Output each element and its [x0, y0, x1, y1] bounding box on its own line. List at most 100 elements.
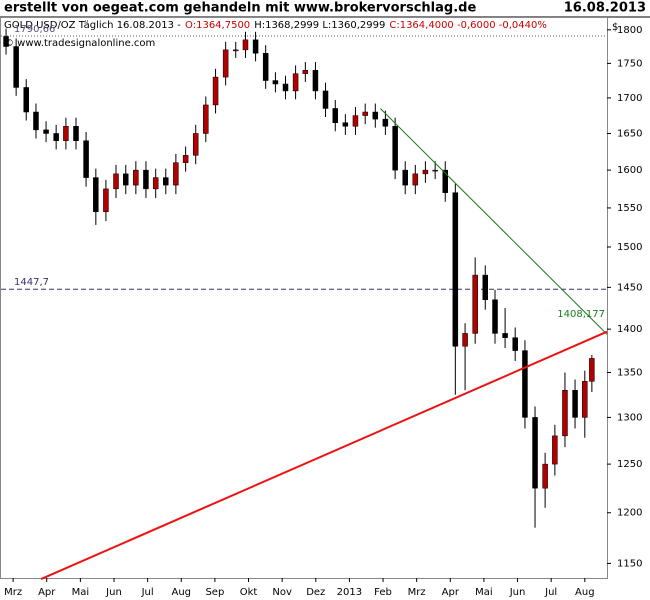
x-tick-label: Jun: [509, 587, 526, 598]
candle-body: [103, 188, 109, 213]
info-part: H:1368,2999 L:1360,2999: [254, 20, 385, 31]
x-tick-label: Mrz: [4, 587, 22, 598]
candle-body: [163, 177, 169, 186]
x-tick-label: Jul: [544, 587, 557, 598]
reference-label: 1790,66: [14, 24, 55, 35]
x-tick-label: Sep: [205, 587, 224, 598]
candle-body: [582, 381, 588, 418]
y-tick-label: 1650: [617, 128, 642, 139]
candle-body: [182, 155, 189, 163]
candle-body: [322, 90, 329, 109]
y-tick-label: 1300: [617, 412, 642, 423]
candle-body: [262, 52, 269, 81]
candle-body: [252, 39, 259, 54]
x-tick-label: Okt: [240, 587, 258, 598]
candle-body: [63, 126, 69, 141]
candle-body: [372, 111, 379, 120]
x-tick-label: Aug: [575, 587, 595, 598]
candle-body: [362, 111, 368, 116]
candle-body: [23, 87, 29, 113]
candle-body: [452, 192, 459, 347]
candle-body: [562, 389, 568, 437]
candle-body: [352, 115, 359, 127]
x-tick-label: Mrz: [408, 587, 426, 598]
candle-body: [212, 76, 219, 106]
candle-body: [192, 133, 199, 156]
candle-body: [222, 49, 229, 78]
y-tick-label: 1350: [617, 367, 642, 378]
candle-body: [133, 169, 139, 186]
candle-body: [412, 173, 419, 186]
x-tick-label: Apr: [38, 587, 56, 598]
x-tick-label: Mai: [475, 587, 493, 598]
candle-body: [173, 162, 179, 186]
candle-body: [472, 274, 478, 334]
y-tick-label: 1500: [617, 242, 642, 253]
candle-body: [522, 350, 528, 418]
candle-body: [53, 133, 59, 141]
x-tick-label: Dez: [306, 587, 325, 598]
candle-body: [282, 83, 289, 92]
candle-body: [552, 435, 558, 465]
x-tick-label: Aug: [171, 587, 191, 598]
candle-body: [332, 108, 339, 123]
candle-body: [113, 173, 119, 190]
candle-body: [13, 46, 19, 88]
candle-body: [402, 169, 408, 186]
source: © www.tradesignalonline.com: [4, 38, 155, 49]
candle-body: [512, 337, 518, 351]
plot-frame: [0, 17, 608, 579]
candle-body: [123, 173, 129, 186]
chart-title: erstellt von oegeat.com gehandeln mit ww…: [4, 1, 476, 16]
x-tick-label: Nov: [272, 587, 292, 598]
candle-body: [43, 129, 49, 134]
y-tick-label: 1800: [617, 25, 642, 36]
y-tick-label: 1750: [617, 58, 642, 69]
info-line: GOLD USD/OZ Täglich 16.08.2013 - O:1364,7…: [4, 20, 547, 31]
x-tick-label: Jun: [105, 587, 122, 598]
candle-body: [3, 36, 9, 47]
x-tick-label: 2013: [337, 587, 362, 598]
candle-body: [382, 118, 389, 127]
candle-body: [242, 39, 249, 51]
candle-body: [492, 299, 498, 334]
y-tick-label: 1150: [617, 558, 642, 569]
info-part: O:1364,7500: [185, 20, 250, 31]
candle-body: [83, 140, 89, 178]
candle-body: [432, 169, 438, 172]
candle-body: [532, 417, 538, 489]
candle-body: [542, 463, 548, 489]
y-tick-label: 1700: [617, 93, 642, 104]
candle-body: [232, 49, 239, 52]
x-tick-label: Apr: [442, 587, 460, 598]
x-tick-label: Mai: [72, 587, 90, 598]
trend-line: [379, 108, 608, 335]
candle-body: [73, 126, 79, 141]
info-part: GOLD USD/OZ Täglich 16.08.2013 -: [4, 20, 181, 31]
candle-body: [272, 80, 279, 85]
candle-body: [93, 177, 99, 213]
candle-body: [152, 177, 159, 190]
y-tick-label: 1450: [617, 282, 642, 293]
reference-label: 1447,7: [14, 277, 49, 288]
candle-body: [442, 169, 448, 193]
y-tick-label: 1400: [617, 324, 642, 335]
candle-body: [482, 274, 489, 300]
y-tick-label: 1250: [617, 459, 642, 470]
candle-body: [33, 111, 39, 131]
y-tick-label: 1550: [617, 203, 642, 214]
chart-date: 16.08.2013: [564, 1, 646, 16]
candle-body: [302, 69, 309, 74]
y-tick-label: 1200: [617, 508, 642, 519]
candle-body: [589, 358, 595, 382]
candle-body: [502, 333, 508, 338]
trend-line: [40, 330, 608, 580]
candle-body: [312, 69, 319, 92]
trend-label: 1408,177: [557, 309, 605, 320]
candle-body: [422, 169, 429, 175]
y-unit: $: [612, 22, 618, 33]
candle-body: [143, 169, 149, 190]
x-tick-label: Jul: [141, 587, 154, 598]
candle-body: [203, 104, 209, 134]
y-tick-label: 1600: [617, 165, 642, 176]
